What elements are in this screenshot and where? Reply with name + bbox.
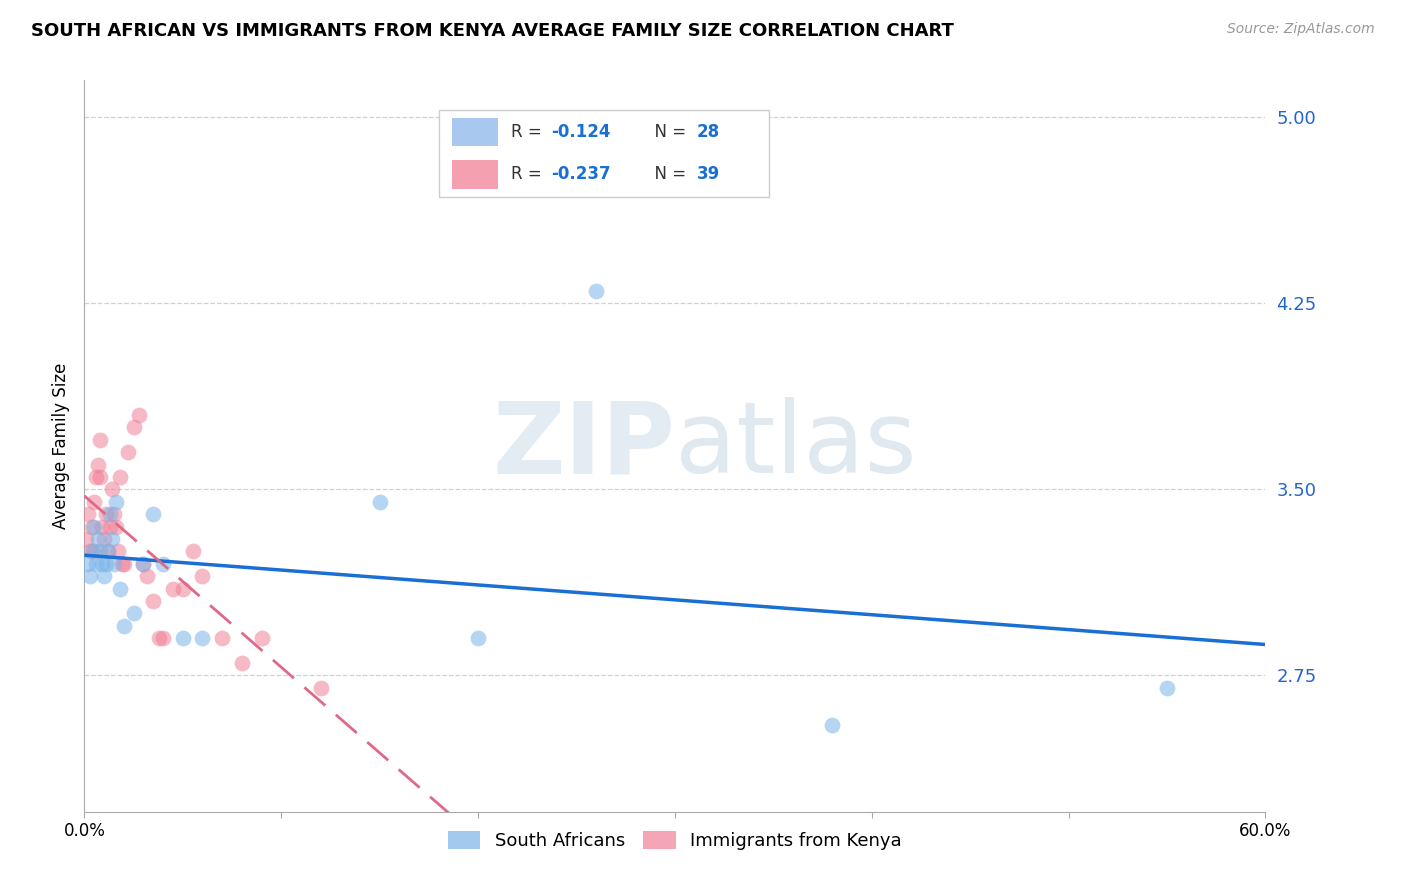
Point xyxy=(152,557,174,571)
Point xyxy=(142,507,165,521)
Point xyxy=(191,631,214,645)
Point xyxy=(93,532,115,546)
Point xyxy=(821,718,844,732)
Point xyxy=(94,557,117,571)
Point xyxy=(191,569,214,583)
Point xyxy=(91,519,114,533)
Point xyxy=(98,507,121,521)
Point xyxy=(75,532,97,546)
Point xyxy=(122,607,145,621)
Point xyxy=(98,519,121,533)
Text: atlas: atlas xyxy=(675,398,917,494)
Point xyxy=(97,544,120,558)
Point xyxy=(83,544,105,558)
Point xyxy=(91,557,114,571)
Point xyxy=(107,544,129,558)
Point xyxy=(83,495,105,509)
Point xyxy=(89,544,111,558)
Point xyxy=(117,445,139,459)
Point xyxy=(128,408,150,422)
Point xyxy=(82,519,104,533)
Point xyxy=(136,569,159,583)
Point xyxy=(250,631,273,645)
Point xyxy=(309,681,332,695)
Y-axis label: Average Family Size: Average Family Size xyxy=(52,363,70,529)
Point xyxy=(103,557,125,571)
Point xyxy=(132,557,155,571)
Point xyxy=(172,582,194,596)
Point xyxy=(1156,681,1178,695)
Point xyxy=(83,519,105,533)
Point xyxy=(148,631,170,645)
Point xyxy=(467,631,489,645)
Text: Source: ZipAtlas.com: Source: ZipAtlas.com xyxy=(1227,22,1375,37)
Point xyxy=(103,507,125,521)
Point xyxy=(97,544,120,558)
Point xyxy=(142,594,165,608)
Point xyxy=(84,470,107,484)
Point xyxy=(104,519,127,533)
Point xyxy=(77,557,100,571)
Point xyxy=(132,557,155,571)
Point xyxy=(82,544,104,558)
Point xyxy=(211,631,233,645)
Point xyxy=(172,631,194,645)
Point xyxy=(87,458,110,472)
Point xyxy=(108,470,131,484)
Point xyxy=(181,544,204,558)
Point xyxy=(101,532,124,546)
Point xyxy=(108,582,131,596)
Point xyxy=(89,470,111,484)
Point xyxy=(94,507,117,521)
Point xyxy=(87,532,110,546)
Point xyxy=(93,569,115,583)
Point xyxy=(112,557,135,571)
Point xyxy=(77,507,100,521)
Point xyxy=(231,656,253,670)
Point xyxy=(84,557,107,571)
Point xyxy=(162,582,184,596)
Point xyxy=(122,420,145,434)
Point xyxy=(368,495,391,509)
Point xyxy=(101,483,124,497)
Point xyxy=(79,569,101,583)
Text: ZIP: ZIP xyxy=(492,398,675,494)
Point xyxy=(762,830,785,844)
Point xyxy=(585,284,607,298)
Point xyxy=(112,619,135,633)
Point xyxy=(111,557,134,571)
Text: SOUTH AFRICAN VS IMMIGRANTS FROM KENYA AVERAGE FAMILY SIZE CORRELATION CHART: SOUTH AFRICAN VS IMMIGRANTS FROM KENYA A… xyxy=(31,22,953,40)
Point xyxy=(104,495,127,509)
Point xyxy=(152,631,174,645)
Point xyxy=(89,433,111,447)
Point xyxy=(79,544,101,558)
Legend: South Africans, Immigrants from Kenya: South Africans, Immigrants from Kenya xyxy=(440,823,910,857)
